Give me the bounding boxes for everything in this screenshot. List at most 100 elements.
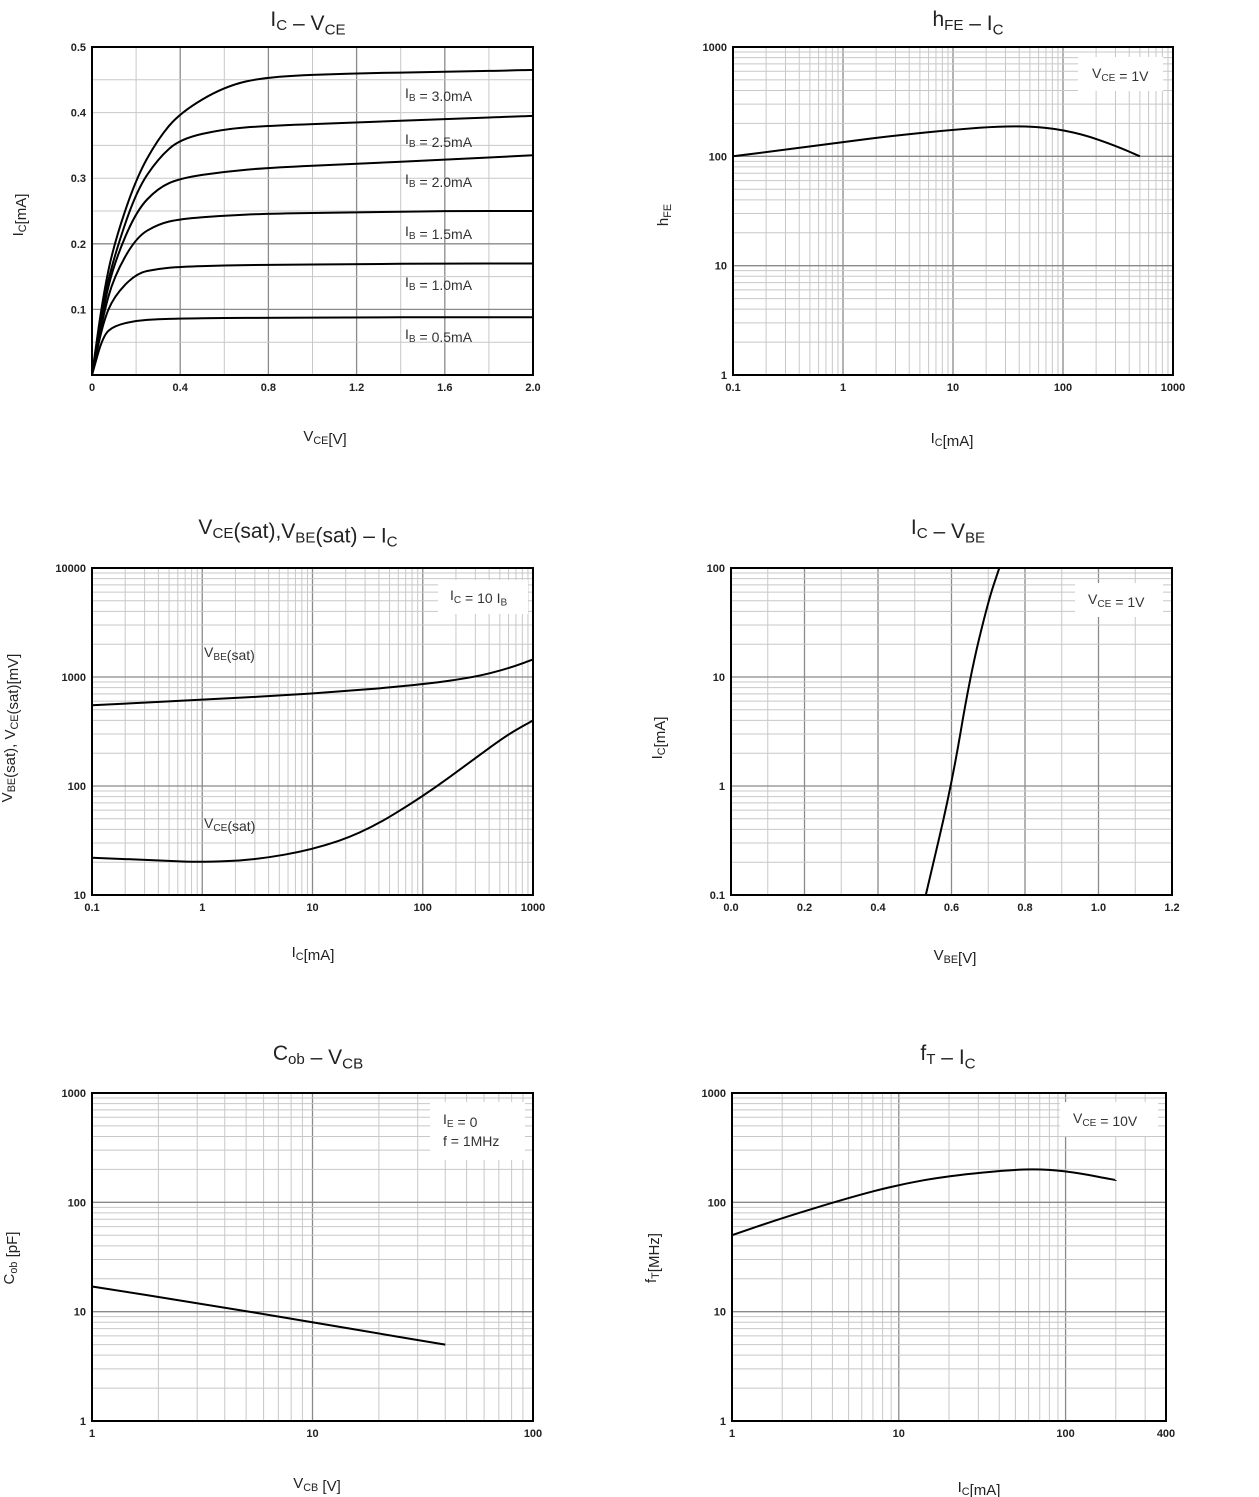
x-tick-label: 0.8: [261, 382, 276, 394]
x-tick-label: 100: [1056, 1428, 1074, 1440]
x-tick-label: 1.0: [1091, 902, 1106, 914]
y-tick-label: 1: [721, 370, 727, 382]
annotation-label: IB = 3.0mA: [405, 85, 473, 104]
x-tick-label: 10: [306, 902, 318, 914]
cob_vcb-annotation-box: [430, 1102, 525, 1160]
y-tick-label: 1: [719, 781, 725, 793]
ft_ic-annotation-box: [1060, 1102, 1158, 1136]
y-tick-label: 0.3: [71, 173, 86, 185]
x-tick-label: 1000: [521, 902, 545, 914]
annotation-label: VCE(sat): [204, 815, 255, 834]
x-tick-label: 0.1: [725, 382, 740, 394]
ic_vbe-grid: [730, 567, 1173, 896]
y-tick-label: 0.5: [71, 42, 86, 54]
y-tick-label: 1000: [62, 672, 86, 684]
x-tick-label: 400: [1157, 1428, 1175, 1440]
annotation-label: VBE(sat): [204, 644, 255, 663]
annotation-label: VCE = 1V: [1088, 591, 1145, 610]
x-tick-label: 1: [89, 1428, 95, 1440]
x-tick-label: 1: [840, 382, 846, 394]
ic_vbe-plot-frame: [730, 567, 1173, 896]
ic_vbe-x-axis-label: VBE[V]: [934, 947, 977, 967]
x-tick-label: 0.2: [797, 902, 812, 914]
x-tick-label: 0.4: [870, 902, 886, 914]
cob_vcb-plot-frame: [91, 1092, 534, 1422]
vsat_ic-y-axis-label: VBE(sat), VCE(sat)[mV]: [0, 654, 22, 803]
x-tick-label: 1.2: [1164, 902, 1179, 914]
x-tick-label: 100: [524, 1428, 542, 1440]
y-tick-label: 0.1: [710, 890, 725, 902]
x-tick-label: 0.8: [1017, 902, 1032, 914]
y-tick-label: 0.2: [71, 239, 86, 251]
y-tick-label: 100: [707, 563, 725, 575]
ic_vbe-series-0: [924, 567, 1001, 896]
x-tick-label: 0.0: [723, 902, 738, 914]
hfe_ic-annotation-box: [1078, 57, 1163, 91]
chart-cob_vcb: 1 10 100 1 10 100 1000 IE = 0 f = 1MHz Cob – VCB V…: [1, 1042, 542, 1495]
hfe_ic-grid: [732, 46, 1174, 376]
ic_vce-series-ib-3-0ma: [91, 68, 534, 376]
annotation-label: f = 1MHz: [443, 1133, 499, 1149]
vsat_ic-annotation-box: [438, 580, 528, 614]
chart-vsat_ic: 0.1 1 10 100 1000 10 100 1000 10000 IC = 10 IB VBE…: [0, 516, 545, 964]
hfe_ic-title: hFE – IC: [932, 8, 1003, 38]
x-tick-label: 1.6: [437, 382, 452, 394]
ic_vbe-annotation-box: [1075, 583, 1163, 617]
x-tick-label: 100: [1054, 382, 1072, 394]
ic_vbe-y-axis-label: IC[mA]: [649, 717, 669, 760]
y-tick-label: 0.1: [71, 304, 86, 316]
vsat_ic-plot-frame: [91, 567, 534, 896]
y-tick-label: 100: [68, 1197, 86, 1209]
y-tick-label: 100: [68, 781, 86, 793]
ic_vce-y-axis-label: IC[mA]: [10, 194, 30, 237]
ic_vce-series-ib-1-0ma: [91, 262, 533, 376]
annotation-label: VCE = 10V: [1073, 1110, 1138, 1129]
annotation-label: VCE = 1V: [1092, 65, 1149, 84]
y-tick-label: 10: [715, 261, 727, 273]
hfe_ic-plot-frame: [732, 46, 1174, 376]
cob_vcb-series-0: [91, 1285, 446, 1346]
x-tick-label: 0.1: [84, 902, 99, 914]
y-tick-label: 10: [74, 1307, 86, 1319]
hfe_ic-y-axis-label: hFE: [655, 204, 674, 226]
x-tick-label: 0: [89, 382, 95, 394]
x-tick-label: 1.2: [349, 382, 364, 394]
y-tick-label: 1000: [703, 42, 727, 54]
x-tick-label: 1: [729, 1428, 735, 1440]
annotation-label: IB = 0.5mA: [405, 326, 473, 345]
x-tick-label: 10: [893, 1428, 905, 1440]
x-tick-label: 1: [199, 902, 205, 914]
x-tick-label: 1000: [1161, 382, 1185, 394]
ft_ic-x-axis-label: IC[mA]: [958, 1479, 1001, 1497]
ic_vce-series-ib-2-0ma: [91, 154, 534, 376]
annotation-label: IB = 2.0mA: [405, 171, 473, 190]
hfe_ic-series-0: [732, 125, 1141, 158]
ic_vce-series-ib-2-5ma: [91, 114, 534, 376]
x-tick-label: 10: [947, 382, 959, 394]
y-tick-label: 1: [720, 1416, 726, 1428]
x-tick-label: 100: [414, 902, 432, 914]
ft_ic-series-0: [731, 1168, 1117, 1237]
annotation-label: IE = 0: [443, 1111, 478, 1130]
cob_vcb-title: Cob – VCB: [273, 1042, 363, 1072]
hfe_ic-x-axis-label: IC[mA]: [931, 430, 974, 450]
y-tick-label: 1000: [702, 1088, 726, 1100]
chart-ic_vce: 0 0.4 0.8 1.2 1.6 2.0 0.1 0.2 0.3 0.4 0.5 IB = 3.0m…: [10, 8, 541, 448]
ic_vce-series-ib-1-5ma: [91, 210, 533, 376]
y-tick-label: 100: [708, 1197, 726, 1209]
chart-ft_ic: 1 10 100 400 1 10 100 1000 VCE = 10V fT – IC IC[mA…: [643, 1042, 1175, 1497]
y-tick-label: 10: [713, 672, 725, 684]
ic_vce-series-ib-0-5ma: [91, 316, 533, 376]
annotation-label: IB = 1.5mA: [405, 223, 473, 242]
ft_ic-title: fT – IC: [920, 1042, 975, 1072]
vsat_ic-grid: [91, 567, 534, 896]
y-tick-label: 0.4: [71, 108, 87, 120]
x-tick-label: 2.0: [525, 382, 540, 394]
y-tick-label: 100: [709, 151, 727, 163]
annotation-label: IB = 2.5mA: [405, 131, 473, 150]
y-tick-label: 10: [714, 1307, 726, 1319]
y-tick-label: 10000: [55, 563, 86, 575]
ft_ic-y-axis-label: fT[MHz]: [643, 1233, 663, 1283]
